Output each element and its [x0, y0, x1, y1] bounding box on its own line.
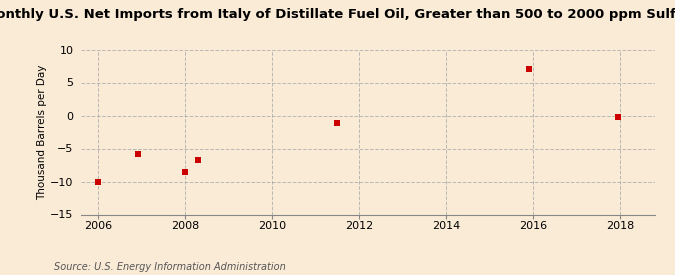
Y-axis label: Thousand Barrels per Day: Thousand Barrels per Day	[37, 64, 47, 200]
Text: Source: U.S. Energy Information Administration: Source: U.S. Energy Information Administ…	[54, 262, 286, 272]
Text: Monthly U.S. Net Imports from Italy of Distillate Fuel Oil, Greater than 500 to : Monthly U.S. Net Imports from Italy of D…	[0, 8, 675, 21]
